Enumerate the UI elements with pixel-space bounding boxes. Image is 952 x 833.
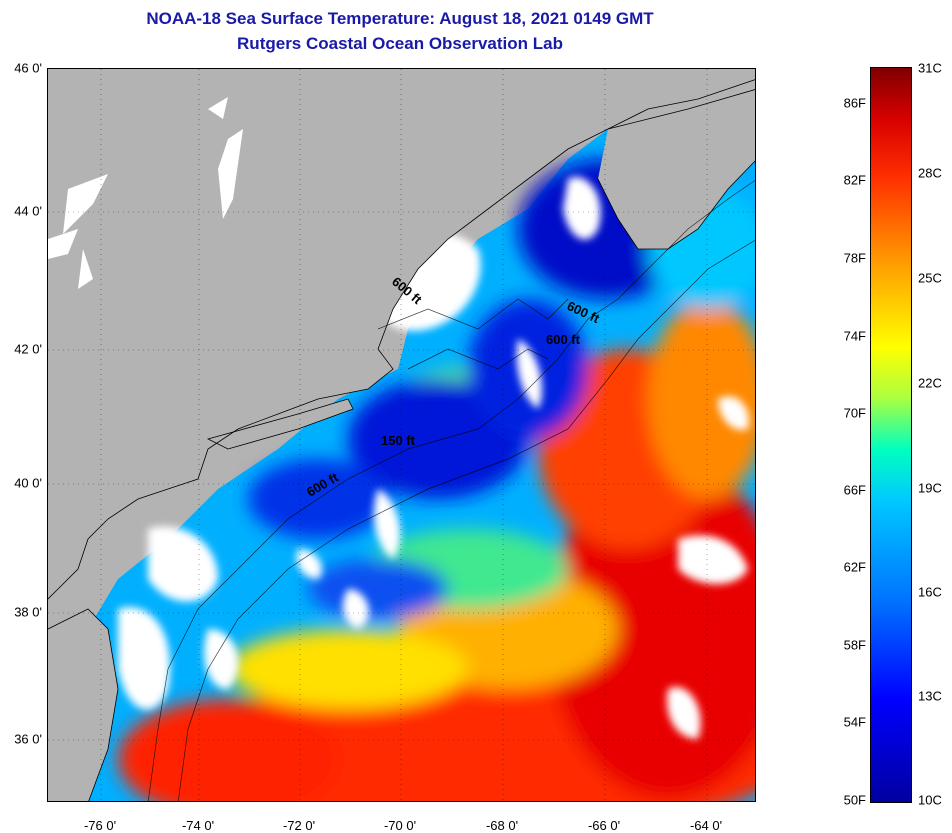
cold-patch-mid	[308, 559, 448, 619]
colorbar-label-62f: 62F	[843, 559, 866, 575]
colorbar-label-86f: 86F	[843, 95, 866, 111]
lon-label-64: -64 0'	[689, 818, 723, 833]
lon-label-72: -72 0'	[282, 818, 316, 833]
colorbar-label-78f: 78F	[843, 250, 866, 266]
lat-label-44: 44 0'	[14, 203, 42, 219]
colorbar-label-54f: 54F	[843, 714, 866, 730]
colorbar-label-16c: 16C	[918, 584, 942, 600]
lon-label-76: -76 0'	[83, 818, 117, 833]
contour-label-150ft: 150 ft	[381, 433, 416, 448]
warm-band-east	[648, 299, 755, 499]
colorbar-label-28c: 28C	[918, 165, 942, 181]
colorbar-label-70f: 70F	[843, 405, 866, 421]
colorbar-label-50f: 50F	[843, 792, 866, 808]
land-long-island	[208, 399, 353, 449]
sst-map: 600 ft 600 ft 600 ft 150 ft 600 ft	[47, 68, 756, 802]
map-subtitle: Rutgers Coastal Ocean Observation Lab	[237, 34, 563, 53]
temperature-colorbar	[870, 67, 912, 803]
lat-label-42: 42 0'	[14, 341, 42, 357]
map-title: NOAA-18 Sea Surface Temperature: August …	[146, 9, 654, 28]
lat-label-40: 40 0'	[14, 475, 42, 491]
bathymetry-contours	[147, 179, 755, 801]
colorbar-label-25c: 25C	[918, 270, 942, 286]
lat-label-46: 46 0'	[14, 60, 42, 76]
colorbar-label-10c: 10C	[918, 792, 942, 808]
contour-label-600ft-c: 600 ft	[546, 332, 581, 347]
hot-region-southwest	[118, 699, 338, 801]
colorbar-label-82f: 82F	[843, 172, 866, 188]
yellow-band	[228, 629, 468, 709]
graticule	[48, 69, 755, 801]
colorbar-label-19c: 19C	[918, 480, 942, 496]
lat-label-38: 38 0'	[14, 604, 42, 620]
lon-label-66: -66 0'	[587, 818, 621, 833]
lon-label-74: -74 0'	[181, 818, 215, 833]
colorbar-label-58f: 58F	[843, 637, 866, 653]
colorbar-label-13c: 13C	[918, 688, 942, 704]
colorbar-label-22c: 22C	[918, 375, 942, 391]
lon-label-70: -70 0'	[383, 818, 417, 833]
sst-map-canvas: 600 ft 600 ft 600 ft 150 ft 600 ft	[48, 69, 755, 801]
lat-label-36: 36 0'	[14, 731, 42, 747]
inland-white-features	[48, 97, 243, 289]
land-delmarva	[48, 609, 118, 801]
colorbar-label-74f: 74F	[843, 328, 866, 344]
colorbar-label-31c: 31C	[918, 60, 942, 76]
lon-label-68: -68 0'	[485, 818, 519, 833]
colorbar-label-66f: 66F	[843, 482, 866, 498]
